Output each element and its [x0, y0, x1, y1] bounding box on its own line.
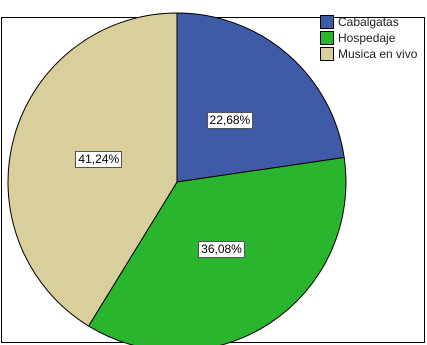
data-label: 36,08% [198, 241, 245, 259]
legend-item: Musica en vivo [320, 46, 417, 62]
legend-label: Musica en vivo [338, 47, 418, 61]
legend-label: Hospedaje [338, 31, 396, 45]
legend-swatch [320, 47, 334, 61]
legend-label: Cabalgatas [338, 15, 399, 29]
data-label: 22,68% [206, 112, 254, 130]
pie-slice-cabalgatas [176, 12, 345, 183]
legend-item: Cabalgatas [320, 14, 417, 30]
data-label: 41,24% [75, 151, 123, 169]
pie-slice-musica-en-vivo [7, 12, 178, 327]
legend-swatch [320, 31, 334, 45]
legend: Cabalgatas Hospedaje Musica en vivo [320, 14, 417, 62]
legend-item: Hospedaje [320, 30, 417, 46]
legend-swatch [320, 15, 334, 29]
